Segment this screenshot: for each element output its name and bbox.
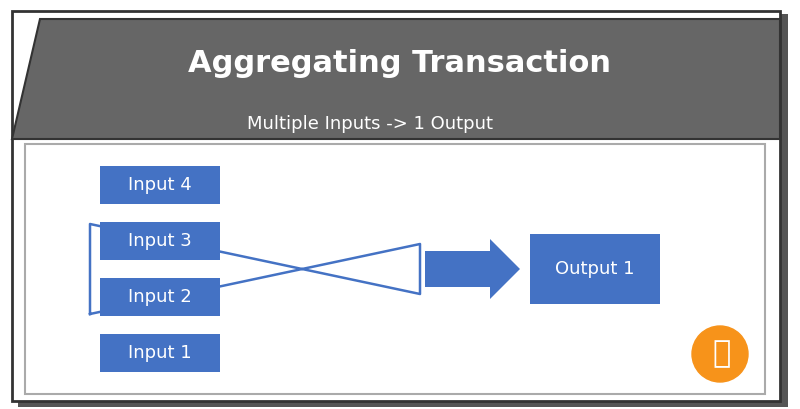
FancyBboxPatch shape xyxy=(100,278,220,316)
Polygon shape xyxy=(12,19,780,139)
Text: Input 3: Input 3 xyxy=(128,232,192,250)
Text: Input 1: Input 1 xyxy=(128,344,192,362)
Circle shape xyxy=(692,326,748,382)
Text: ₿: ₿ xyxy=(713,339,731,369)
FancyBboxPatch shape xyxy=(25,144,765,394)
Text: Multiple Inputs -> 1 Output: Multiple Inputs -> 1 Output xyxy=(247,115,493,133)
FancyBboxPatch shape xyxy=(530,234,660,304)
FancyBboxPatch shape xyxy=(100,222,220,260)
FancyBboxPatch shape xyxy=(100,166,220,204)
Text: Output 1: Output 1 xyxy=(555,260,634,278)
Text: Input 2: Input 2 xyxy=(128,288,192,306)
Polygon shape xyxy=(425,239,520,299)
FancyBboxPatch shape xyxy=(12,11,780,401)
FancyBboxPatch shape xyxy=(18,14,788,407)
Text: Input 4: Input 4 xyxy=(128,176,192,194)
FancyBboxPatch shape xyxy=(100,334,220,372)
Text: Aggregating Transaction: Aggregating Transaction xyxy=(189,49,611,79)
